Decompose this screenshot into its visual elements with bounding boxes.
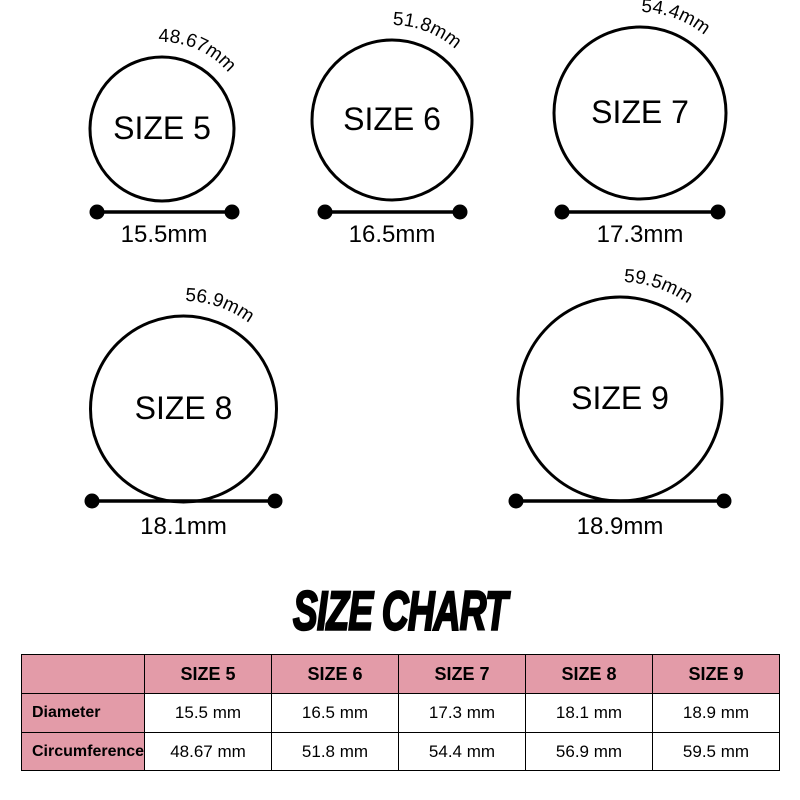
svg-text:SIZE 5: SIZE 5 xyxy=(113,110,211,146)
svg-text:15.5mm: 15.5mm xyxy=(121,221,208,248)
svg-text:SIZE 6: SIZE 6 xyxy=(343,101,441,137)
svg-text:54.4mm: 54.4mm xyxy=(641,0,714,39)
svg-text:17.3mm: 17.3mm xyxy=(597,221,684,248)
svg-text:18.9mm: 18.9mm xyxy=(577,513,664,540)
svg-text:16.5mm: 16.5mm xyxy=(349,221,436,248)
svg-text:SIZE 7: SIZE 7 xyxy=(591,94,689,130)
svg-text:18.1mm: 18.1mm xyxy=(140,513,227,540)
svg-text:56.9mm: 56.9mm xyxy=(185,285,258,327)
svg-text:SIZE 9: SIZE 9 xyxy=(571,380,669,416)
svg-text:SIZE 8: SIZE 8 xyxy=(135,390,233,426)
svg-text:51.8mm: 51.8mm xyxy=(392,9,465,53)
svg-text:59.5mm: 59.5mm xyxy=(623,266,696,308)
